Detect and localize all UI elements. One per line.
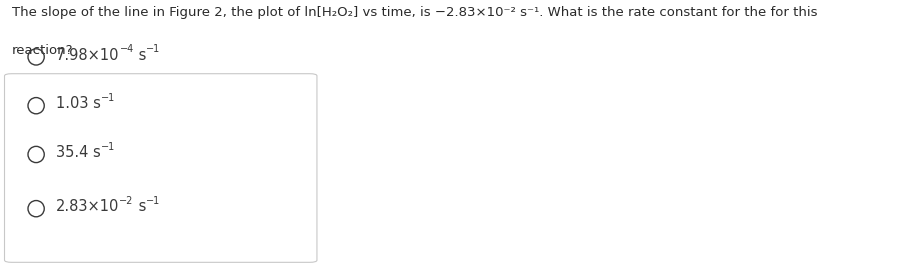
FancyBboxPatch shape [5,74,317,262]
Text: s: s [133,48,146,63]
Text: −1: −1 [146,196,161,206]
Text: −2: −2 [119,196,133,206]
Text: 2.83×10: 2.83×10 [56,199,119,214]
Text: 1.03 s: 1.03 s [56,96,101,111]
Text: The slope of the line in Figure 2, the plot of ln[H₂O₂] vs time, is −2.83×10⁻² s: The slope of the line in Figure 2, the p… [12,6,816,19]
Text: s: s [133,199,146,214]
Text: −1: −1 [101,141,115,151]
Text: −1: −1 [101,93,115,103]
Text: −1: −1 [146,44,161,54]
Text: −4: −4 [119,44,133,54]
Text: 7.98×10: 7.98×10 [56,48,119,63]
Text: reaction?: reaction? [12,44,73,57]
Text: 35.4 s: 35.4 s [56,145,101,160]
